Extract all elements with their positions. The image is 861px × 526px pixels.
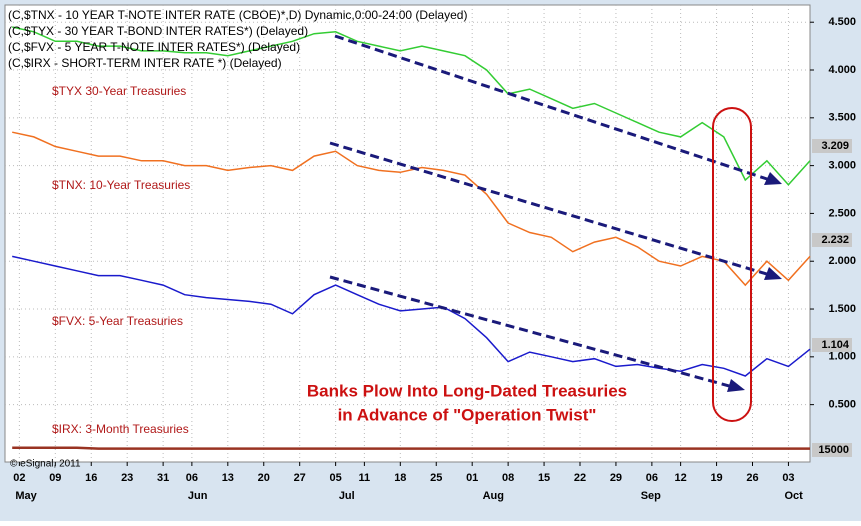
y-tick-label: 3.000 xyxy=(828,160,856,172)
price-box xyxy=(812,233,852,247)
arrow-head xyxy=(764,172,782,185)
price-box xyxy=(812,139,852,153)
x-tick-label: 18 xyxy=(394,472,406,484)
credit: © eSignal, 2011 xyxy=(10,459,81,470)
x-tick-label: 11 xyxy=(359,472,371,484)
x-tick-label: 16 xyxy=(85,472,97,484)
arrow-head xyxy=(764,267,782,280)
price-label: 3.209 xyxy=(821,140,849,152)
series-label: $IRX: 3-Month Treasuries xyxy=(52,422,189,436)
x-tick-label: 31 xyxy=(157,472,169,484)
series-label: $TYX 30-Year Treasuries xyxy=(52,84,186,98)
y-tick-label: 2.000 xyxy=(828,255,856,267)
x-tick-label: 12 xyxy=(675,472,687,484)
x-tick-label: 08 xyxy=(502,472,514,484)
price-box xyxy=(812,443,852,457)
series-line xyxy=(12,255,811,377)
trend-arrow xyxy=(334,34,771,182)
x-tick-label: 29 xyxy=(610,472,622,484)
price-label: 1.104 xyxy=(821,339,849,351)
x-tick-label: 01 xyxy=(466,472,478,484)
series-label: $TNX: 10-Year Treasuries xyxy=(52,178,190,192)
x-tick-label: 27 xyxy=(294,472,306,484)
x-tick-label: 19 xyxy=(710,472,722,484)
header-line: (C,$TNX - 10 YEAR T-NOTE INTER RATE (CBO… xyxy=(8,8,467,22)
month-label: May xyxy=(15,490,37,502)
x-tick-label: 22 xyxy=(574,472,586,484)
trend-arrow xyxy=(329,141,771,277)
arrow-head xyxy=(727,379,745,392)
x-tick-label: 20 xyxy=(258,472,270,484)
x-tick-label: 06 xyxy=(646,472,658,484)
x-tick-label: 02 xyxy=(13,472,25,484)
month-label: Sep xyxy=(641,490,661,502)
x-tick-label: 13 xyxy=(222,472,234,484)
x-tick-label: 25 xyxy=(430,472,442,484)
x-tick-label: 05 xyxy=(330,472,342,484)
y-tick-label: 4.000 xyxy=(828,64,856,76)
month-label: Jul xyxy=(339,490,355,502)
x-tick-label: 06 xyxy=(186,472,198,484)
x-tick-label: 09 xyxy=(49,472,61,484)
price-label: 2.232 xyxy=(821,234,849,246)
y-tick-label: 0.500 xyxy=(828,399,856,411)
price-box xyxy=(812,338,852,352)
y-tick-label: 4.500 xyxy=(828,16,856,28)
y-tick-label: 2.500 xyxy=(828,207,856,219)
y-tick-label: 1.000 xyxy=(828,351,856,363)
series-line xyxy=(12,131,811,287)
x-tick-label: 23 xyxy=(121,472,133,484)
x-tick-label: 03 xyxy=(782,472,794,484)
series-label: $FVX: 5-Year Treasuries xyxy=(52,314,183,328)
x-tick-label: 26 xyxy=(746,472,758,484)
month-label: Jun xyxy=(188,490,208,502)
price-label: 15000 xyxy=(818,444,849,456)
x-tick-label: 15 xyxy=(538,472,550,484)
y-tick-label: 3.500 xyxy=(828,112,856,124)
plot-area xyxy=(4,4,811,463)
series-line xyxy=(12,446,810,450)
header-line: (C,$IRX - SHORT-TERM INTER RATE *) (Dela… xyxy=(8,56,282,70)
header-line: (C,$TYX - 30 YEAR T-BOND INTER RATES*) (… xyxy=(8,24,308,38)
series-line xyxy=(12,26,811,186)
header-line: (C,$FVX - 5 YEAR T-NOTE INTER RATES*) (D… xyxy=(8,40,300,54)
annotation: in Advance of "Operation Twist" xyxy=(338,405,597,424)
annotation: Banks Plow Into Long-Dated Treasuries xyxy=(307,381,627,400)
month-label: Oct xyxy=(784,490,803,502)
highlight-ellipse xyxy=(712,107,752,422)
month-label: Aug xyxy=(483,490,504,502)
y-tick-label: 1.500 xyxy=(828,303,856,315)
